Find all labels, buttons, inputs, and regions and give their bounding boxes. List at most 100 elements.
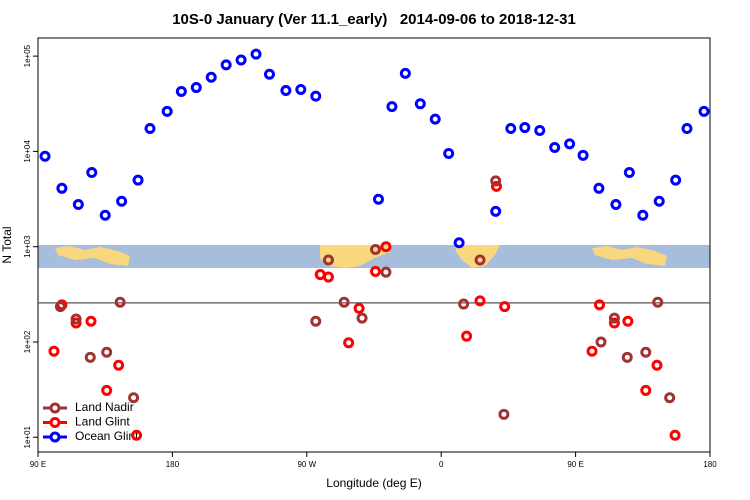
point [86,167,98,179]
point [101,346,113,358]
point [608,312,620,324]
point [593,182,605,194]
point [653,195,665,207]
point [621,351,633,363]
point [490,180,502,192]
point [72,199,84,211]
point [322,271,334,283]
point [499,301,511,313]
point [101,384,113,396]
point [474,295,486,307]
x-tick-label: 90 E [567,460,583,469]
point [564,138,576,150]
point [593,299,605,311]
point [698,105,710,117]
plot-frame [37,37,711,453]
point [549,141,561,153]
point [380,266,392,278]
point [263,68,275,80]
point [190,82,202,94]
x-tick-label: 180 [703,460,717,469]
y-tick-label: 1e+03 [23,235,32,258]
x-tick-label: 90 E [30,460,46,469]
point [534,124,546,136]
chart-title: 10S-0 January (Ver 11.1_early) 2014-09-0… [172,11,576,28]
point [114,296,126,308]
point [353,302,365,314]
x-tick-label: 0 [439,460,444,469]
point [132,174,144,186]
point [144,122,156,134]
point [70,313,82,325]
point [681,122,693,134]
point [175,85,187,97]
y-tick-label: 1e+01 [23,425,32,448]
point [586,345,598,357]
point [577,149,589,161]
point [414,98,426,110]
point [608,317,620,329]
point [498,408,510,420]
legend-marker [49,431,61,443]
point [356,312,368,324]
x-tick-label: 180 [166,460,180,469]
legend-marker [49,402,61,414]
point [505,122,517,134]
point [99,209,111,221]
point [623,167,635,179]
point [131,429,143,441]
point [250,48,262,60]
point [372,193,384,205]
point [595,336,607,348]
point [453,237,465,249]
map-band [38,245,710,268]
legend-label: Land Nadir [75,400,134,414]
point [664,392,676,404]
point [386,101,398,113]
point [637,209,649,221]
point [490,175,502,187]
point [380,241,392,253]
point [220,59,232,71]
point [310,315,322,327]
point [640,384,652,396]
point [490,205,502,217]
point [295,83,307,95]
point [56,182,68,194]
x-axis-label: Longitude (deg E) [326,476,421,490]
point [128,392,140,404]
point [161,105,173,117]
point [113,359,125,371]
point [610,199,622,211]
point [116,195,128,207]
point [70,317,82,329]
point [48,345,60,357]
point [322,254,334,266]
point [443,148,455,160]
point [280,84,292,96]
point [640,346,652,358]
point [84,351,96,363]
point [54,301,66,313]
point [519,122,531,134]
point [310,90,322,102]
point [458,298,470,310]
point [235,54,247,66]
point [338,296,350,308]
legend-marker [49,417,61,428]
legend-label: Land Glint [75,415,130,429]
x-tick-label: 90 W [297,460,316,469]
point [369,265,381,277]
point [39,150,51,162]
point [474,254,486,266]
point [343,337,355,349]
y-tick-label: 1e+05 [23,44,32,67]
point [651,359,663,371]
point [205,71,217,83]
point [429,113,441,125]
point [622,315,634,327]
point [669,429,681,441]
y-tick-label: 1e+04 [23,140,32,163]
